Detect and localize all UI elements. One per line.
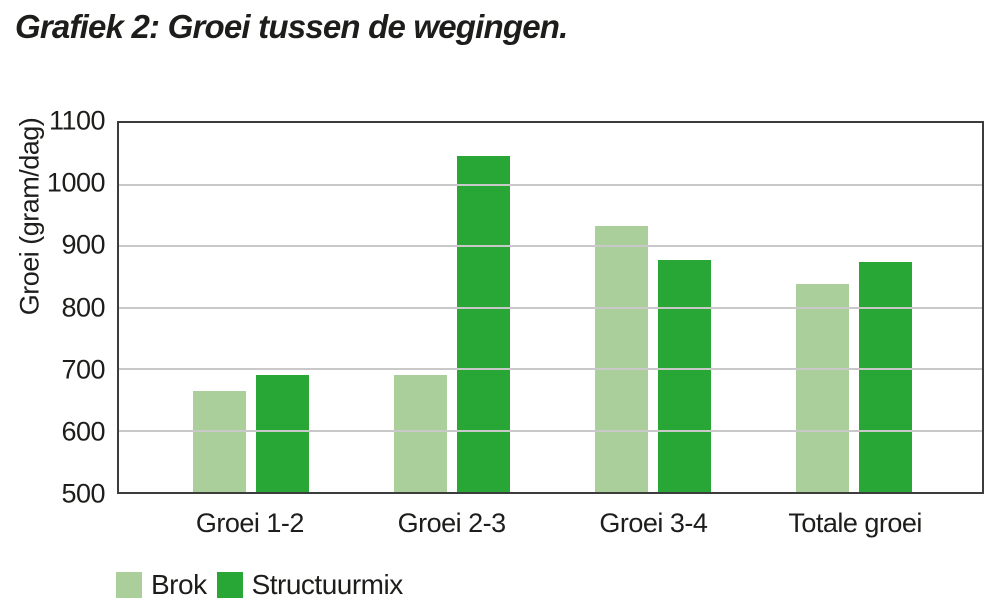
bar-brok-groei-2-3 [394,375,448,492]
x-axis-label-totale-groei: Totale groei [788,508,922,538]
bar-group-totale-groei [753,123,954,492]
legend: Brok Structuurmix [116,569,413,601]
legend-swatch-structuurmix [216,572,243,598]
y-tick-label-1000: 1000 [46,167,106,198]
legend-swatch-brok [116,572,142,598]
bar-brok-groei-1-2 [193,390,247,492]
legend-item-brok: Brok [116,569,207,601]
y-tick-label-500: 500 [61,478,105,509]
bar-brok-groei-3-4 [594,225,648,492]
y-tick-label-900: 900 [61,229,105,260]
y-tick-label-700: 700 [61,354,105,385]
bar-structuurmix-groei-3-4 [657,260,711,492]
y-axis-ticks: 500 600 700 800 900 1000 1100 [0,106,106,509]
y-tick-label-800: 800 [61,292,105,322]
bar-structuurmix-groei-1-2 [256,375,310,492]
y-tick-label-600: 600 [61,416,105,447]
bar-groups [119,123,982,492]
x-axis-label-groei-2-3: Groei 2-3 [397,508,507,538]
gridline-800 [119,306,982,309]
legend-label-structuurmix: Structuurmix [251,569,404,600]
legend-label-brok: Brok [151,569,207,600]
gridline-900 [119,245,982,247]
bar-group-groei-2-3 [352,123,553,492]
bar-brok-totale-groei [795,283,849,492]
gridline-700 [119,368,982,370]
gridline-1000 [119,183,982,186]
legend-item-structuurmix: Structuurmix [216,569,404,601]
bar-group-groei-1-2 [151,123,352,492]
x-axis-label-groei-3-4: Groei 3-4 [599,508,708,538]
bar-structuurmix-groei-2-3 [457,155,511,492]
bar-group-groei-3-4 [553,123,754,492]
y-tick-label-1100: 1100 [48,105,106,136]
x-axis-labels: Groei 1-2 Groei 2-3 Groei 3-4 Totale groei [117,496,984,539]
x-axis-label-groei-1-2: Groei 1-2 [195,508,305,538]
gridline-600 [119,429,982,432]
bar-structuurmix-totale-groei [858,262,912,492]
chart-title: Grafiek 2: Groei tussen de wegingen. [15,8,568,45]
plot-area [117,121,984,494]
